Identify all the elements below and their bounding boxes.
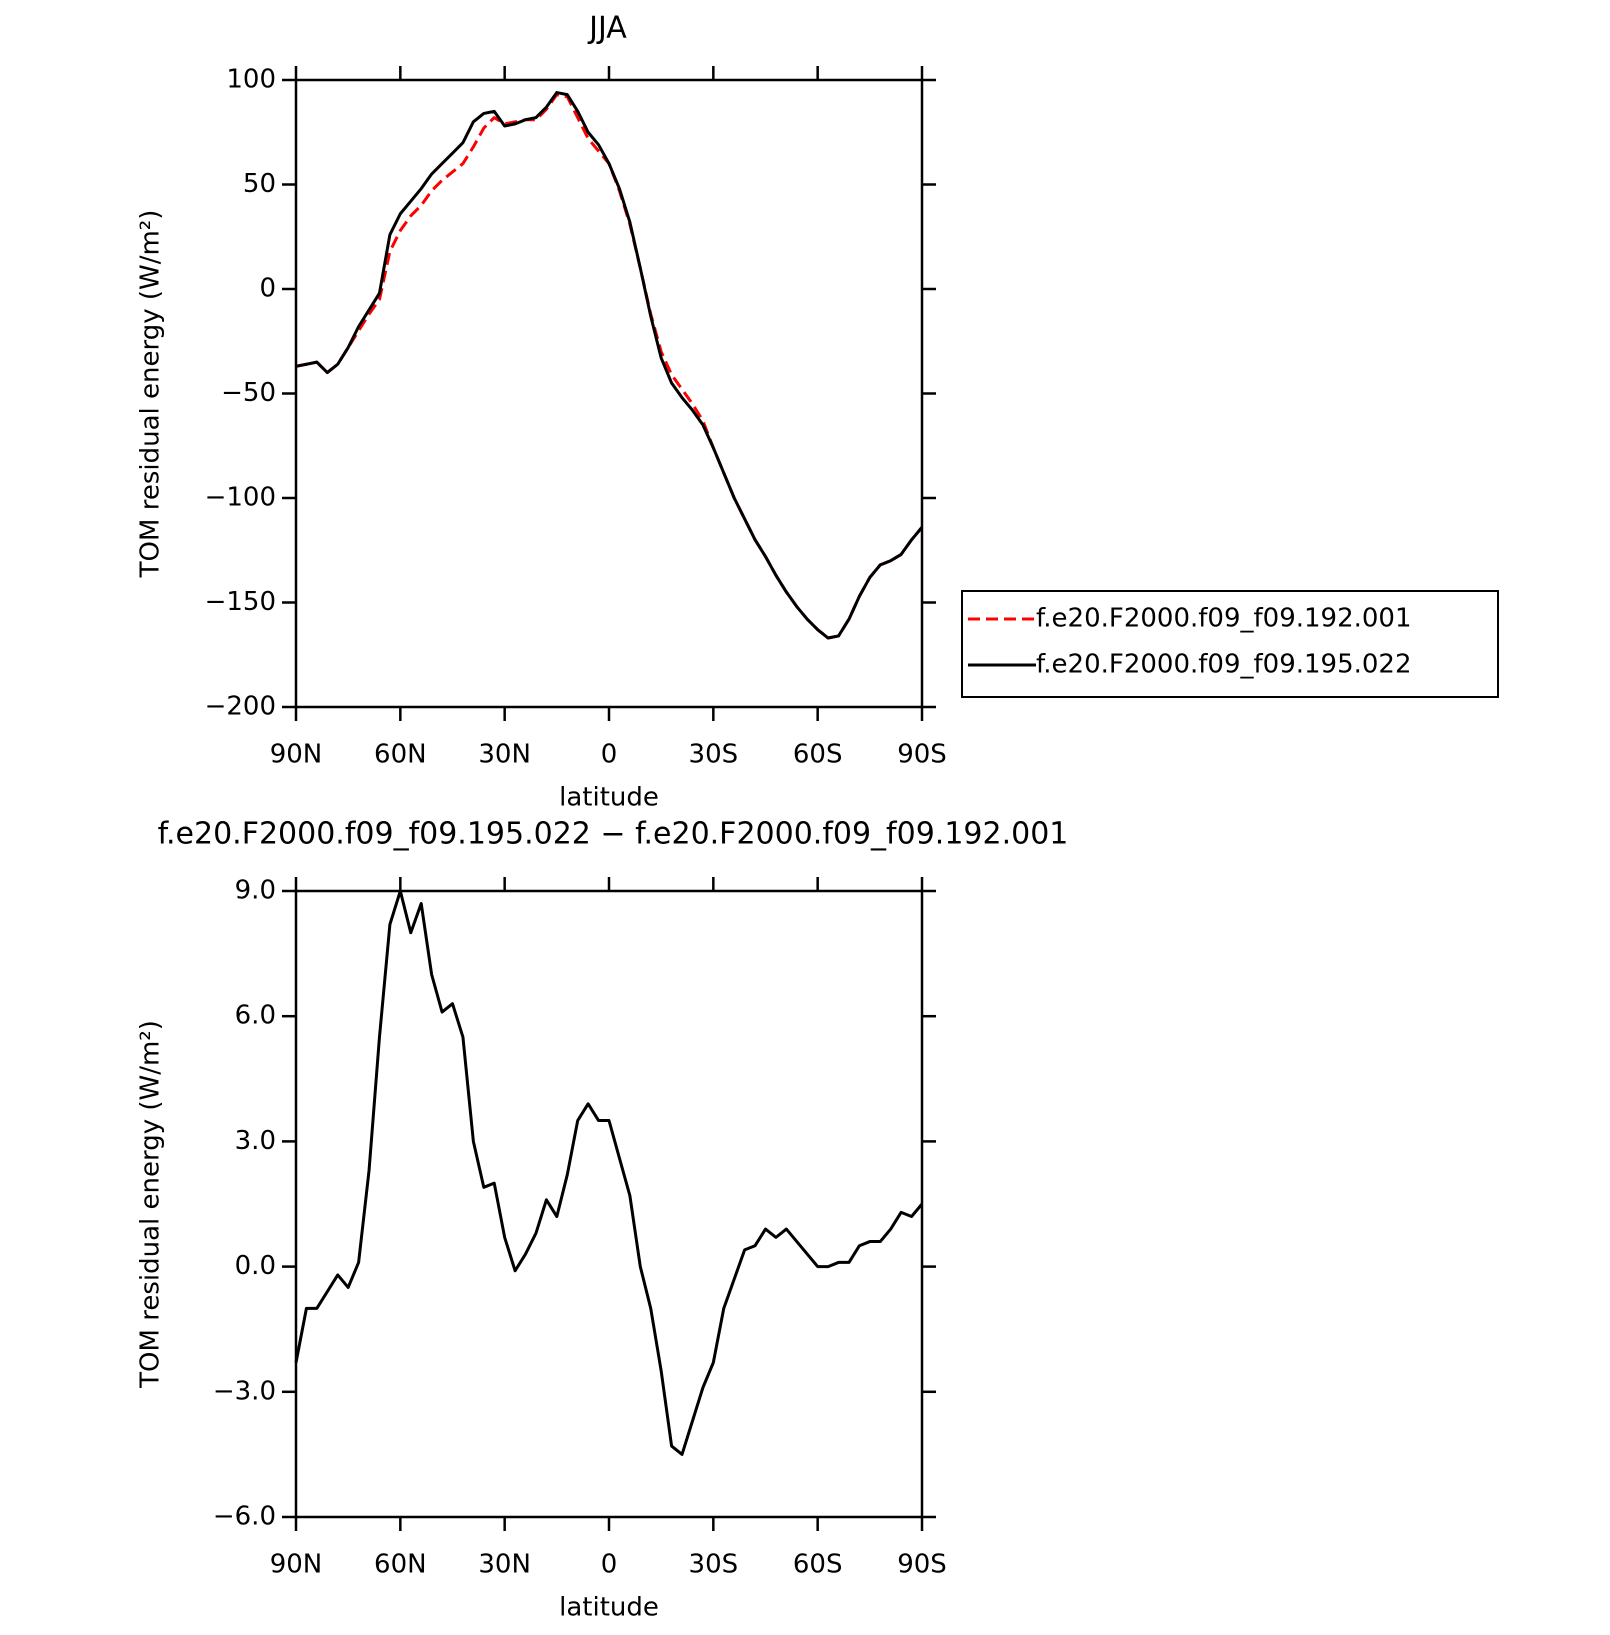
y-tick-label: 0.0 xyxy=(235,1251,276,1281)
y-tick-label: −200 xyxy=(205,692,276,722)
legend-box xyxy=(961,590,1499,698)
x-tick-label: 0 xyxy=(601,1550,618,1580)
x-tick-label: 90N xyxy=(270,1550,323,1580)
x-tick-label: 90S xyxy=(897,1550,947,1580)
x-tick-label: 30S xyxy=(689,740,739,770)
x-tick-label: 60S xyxy=(793,740,843,770)
x-tick-label: 60N xyxy=(374,1550,427,1580)
y-tick-label: 0 xyxy=(259,274,276,304)
plot-frame xyxy=(294,889,924,1519)
y-tick-label: −150 xyxy=(205,587,276,617)
x-tick-label: 90S xyxy=(897,740,947,770)
y-tick-label: −3.0 xyxy=(213,1376,276,1406)
y-axis-label: TOM residual energy (W/m²) xyxy=(136,1020,166,1389)
x-tick-label: 30N xyxy=(478,1550,531,1580)
y-tick-label: −6.0 xyxy=(213,1502,276,1532)
x-tick-label: 30N xyxy=(478,740,531,770)
x-tick-label: 60N xyxy=(374,740,427,770)
y-tick-label: 3.0 xyxy=(235,1126,276,1156)
x-tick-label: 90N xyxy=(270,740,323,770)
y-tick-label: −100 xyxy=(205,483,276,513)
legend-label: f.e20.F2000.f09_f09.195.022 xyxy=(1036,650,1412,680)
legend-label: f.e20.F2000.f09_f09.192.001 xyxy=(1036,604,1412,634)
data-line xyxy=(294,889,924,1456)
chart-title: JJA xyxy=(587,11,627,46)
y-tick-label: 6.0 xyxy=(235,1001,276,1031)
chart-title: f.e20.F2000.f09_f09.195.022 − f.e20.F200… xyxy=(158,817,1069,852)
x-axis-label: latitude xyxy=(559,1593,659,1623)
x-axis-label: latitude xyxy=(559,783,659,813)
x-tick-label: 60S xyxy=(793,1550,843,1580)
y-tick-label: 50 xyxy=(243,169,276,199)
plot-frame xyxy=(294,78,924,709)
y-tick-label: −50 xyxy=(221,378,276,408)
data-line xyxy=(295,91,924,640)
y-tick-label: 9.0 xyxy=(235,876,276,906)
data-line xyxy=(295,93,924,640)
y-tick-label: 100 xyxy=(226,65,276,95)
y-axis-label: TOM residual energy (W/m²) xyxy=(136,210,166,579)
x-tick-label: 30S xyxy=(689,1550,739,1580)
x-tick-label: 0 xyxy=(601,740,618,770)
